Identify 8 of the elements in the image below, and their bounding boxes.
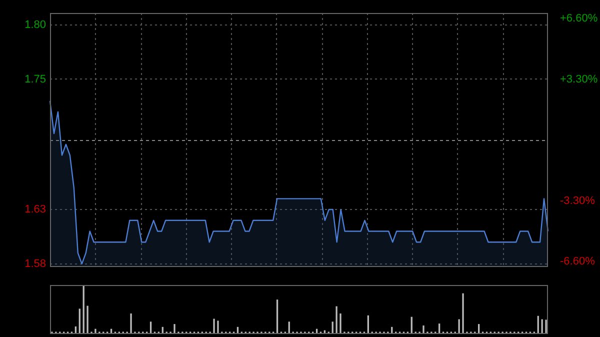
y-tick-label: 1.75 [24,73,46,86]
y2-tick-label: -3.30% [560,194,596,207]
y2-tick-label: -6.60% [560,255,596,268]
y-tick-label: 1.63 [24,204,46,216]
y-tick-label: 1.80 [24,18,46,31]
y-tick-label: 1.58 [24,258,46,270]
y2-tick-label: +6.60% [560,12,598,25]
y2-tick-label: +3.30% [560,73,598,86]
